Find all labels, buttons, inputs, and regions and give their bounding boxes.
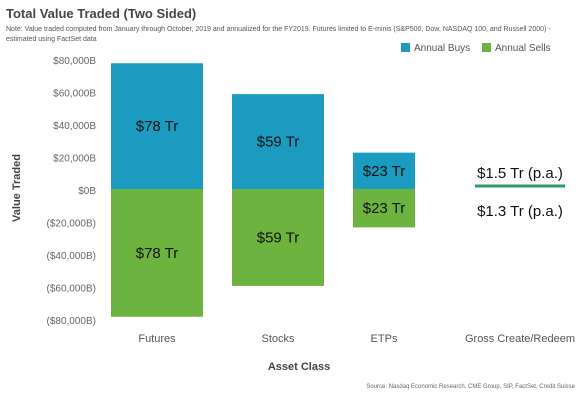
bar-sells xyxy=(232,189,324,286)
y-tick-label: ($80,000B) xyxy=(47,316,96,327)
legend-label: Annual Sells xyxy=(495,43,551,54)
chart-title: Total Value Traded (Two Sided) xyxy=(6,6,197,21)
bar-value-label: $1.3 Tr (p.a.) xyxy=(477,203,563,220)
y-tick-label: ($40,000B) xyxy=(47,251,96,262)
bar-value-label: $23 Tr xyxy=(363,200,406,217)
bar-value-label: $23 Tr xyxy=(363,163,406,180)
chart-source: Source: Nasdaq Economic Research, CME Gr… xyxy=(366,384,575,390)
chart-note: Note: Value traded computed from January… xyxy=(6,26,551,43)
y-axis-title: Value Traded xyxy=(11,154,23,222)
y-tick-label: $80,000B xyxy=(53,56,96,67)
bar-buys xyxy=(232,94,324,189)
legend-swatch xyxy=(401,43,410,52)
x-axis-title: Asset Class xyxy=(268,361,330,373)
y-tick-label: ($20,000B) xyxy=(47,219,96,230)
y-tick-label: $40,000B xyxy=(53,121,96,132)
y-tick-label: $60,000B xyxy=(53,89,96,100)
category-label: Futures xyxy=(138,333,176,345)
y-tick-label: $0B xyxy=(78,186,96,197)
bar-value-label: $59 Tr xyxy=(257,134,300,151)
bar-value-label: $59 Tr xyxy=(257,229,300,246)
bar-sells xyxy=(111,189,203,317)
legend-swatch xyxy=(482,43,491,52)
bar-value-label: $78 Tr xyxy=(136,245,179,262)
category-label: Gross Create/Redeem xyxy=(465,333,575,345)
bar-sells xyxy=(353,189,415,228)
category-label: ETPs xyxy=(371,333,398,345)
y-tick-label: ($60,000B) xyxy=(47,284,96,295)
bar-value-label: $1.5 Tr (p.a.) xyxy=(477,165,563,182)
category-label: Stocks xyxy=(261,333,295,345)
bar-buys xyxy=(353,152,415,189)
bar-buys xyxy=(111,63,203,189)
y-tick-label: $20,000B xyxy=(53,154,96,165)
bar-value-label: $78 Tr xyxy=(136,118,179,135)
legend-label: Annual Buys xyxy=(414,43,470,54)
